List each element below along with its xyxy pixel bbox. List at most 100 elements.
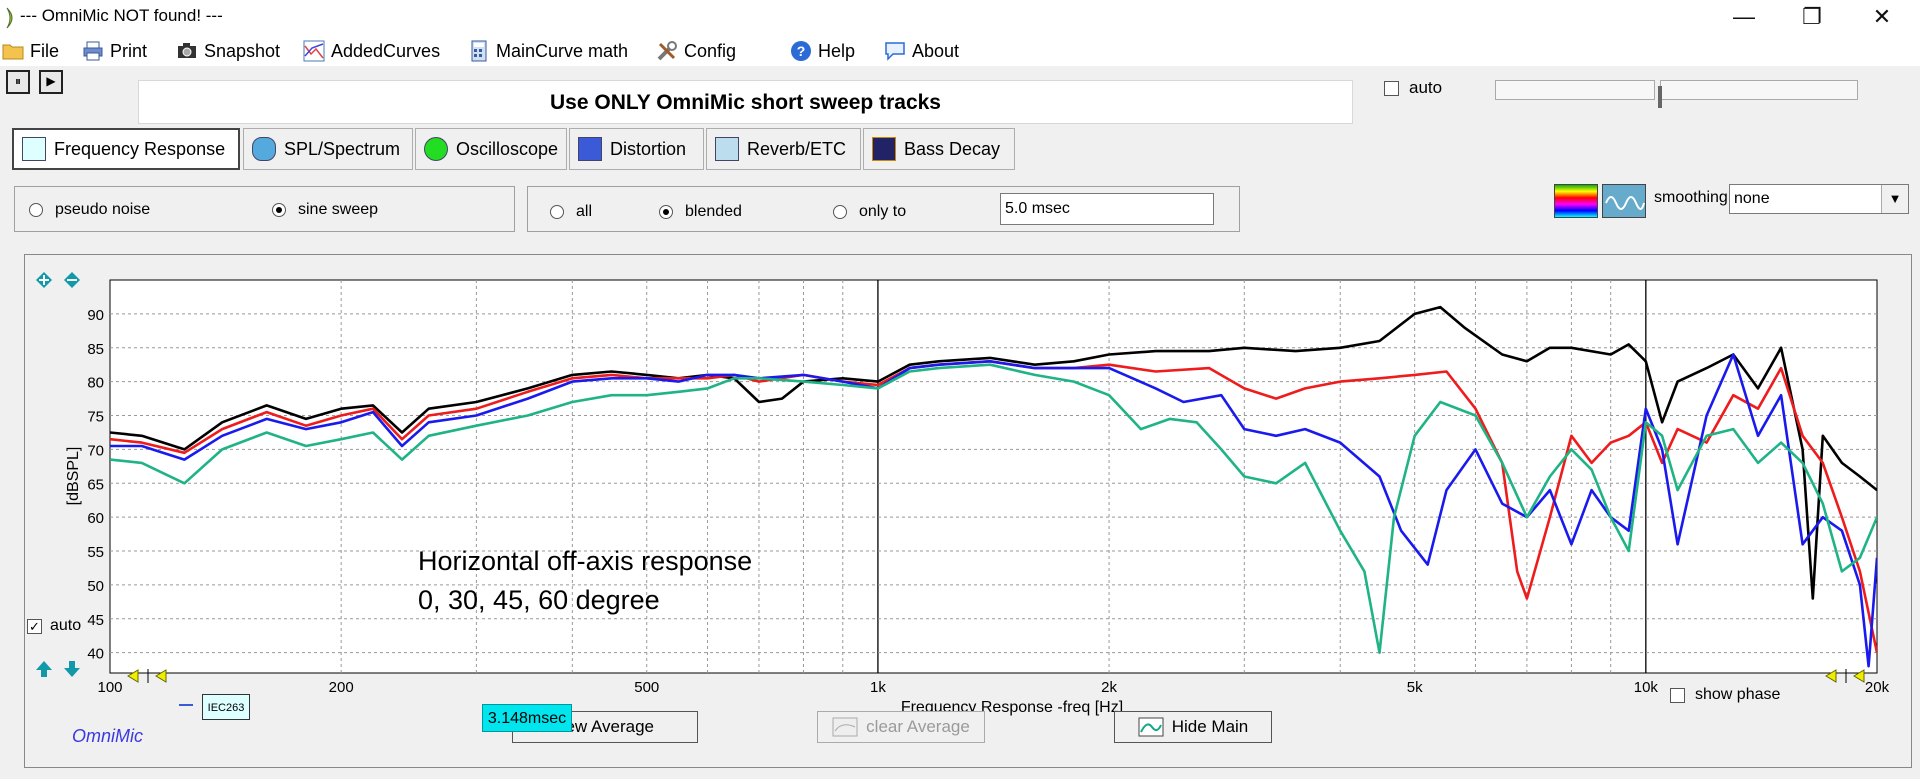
radio-dot[interactable] bbox=[272, 203, 286, 217]
y-zoom-out-icon[interactable] bbox=[64, 272, 80, 288]
smoothing-select[interactable]: none ▼ bbox=[1729, 184, 1909, 214]
calculator-icon bbox=[471, 40, 487, 62]
pseudo-noise-radio[interactable]: pseudo noise bbox=[29, 201, 150, 219]
radio-dot[interactable] bbox=[833, 205, 847, 219]
tab-spl-spectrum[interactable]: SPL/Spectrum bbox=[243, 128, 413, 170]
radio-dot[interactable] bbox=[659, 205, 673, 219]
menu-config-label: Config bbox=[684, 40, 737, 61]
chevron-down-icon[interactable]: ▼ bbox=[1881, 185, 1908, 213]
sine-sweep-radio[interactable]: sine sweep bbox=[272, 201, 378, 219]
tab-bass-decay[interactable]: Bass Decay bbox=[863, 128, 1015, 170]
signal-type-group: pseudo noise sine sweep bbox=[14, 186, 515, 232]
window-title: --- OmniMic NOT found! --- bbox=[20, 6, 223, 25]
play-button[interactable]: ▶ bbox=[39, 70, 63, 94]
annotation-line-2: 0, 30, 45, 60 degree bbox=[418, 585, 660, 615]
iec-weighting-badge[interactable]: IEC263 bbox=[202, 694, 250, 720]
menu-help[interactable]: ? Help bbox=[790, 38, 855, 64]
clear-average-button[interactable]: clear Average bbox=[817, 711, 985, 743]
menu-config[interactable]: Config bbox=[656, 38, 736, 64]
grid bbox=[110, 280, 1877, 673]
brand-label: OmniMic bbox=[72, 726, 143, 746]
menu-added-curves-label: AddedCurves bbox=[331, 40, 441, 61]
speech-bubble-icon bbox=[885, 42, 905, 61]
gate-only-to-radio[interactable]: only to bbox=[833, 203, 906, 221]
scroll-down-icon[interactable] bbox=[64, 661, 80, 677]
response-curve-2 bbox=[110, 353, 1877, 668]
y-axis-label: [dBSPL] bbox=[65, 447, 82, 506]
tab-label: Oscilloscope bbox=[455, 138, 558, 159]
scroll-up-icon[interactable] bbox=[36, 661, 52, 677]
radio-dot[interactable] bbox=[550, 205, 564, 219]
distortion-icon bbox=[578, 137, 602, 161]
tab-label: Reverb/ETC bbox=[747, 138, 847, 159]
color-map-button[interactable] bbox=[1554, 184, 1598, 218]
tab-distortion[interactable]: Distortion bbox=[569, 128, 704, 170]
waterfall-button[interactable] bbox=[1602, 184, 1646, 218]
frequency-response-icon bbox=[22, 137, 46, 161]
y-tick-label: 70 bbox=[87, 442, 104, 459]
radio-label: blended bbox=[685, 203, 742, 220]
menu-added-curves[interactable]: AddedCurves bbox=[303, 38, 440, 64]
y-tick-label: 50 bbox=[87, 578, 104, 595]
show-phase-checkbox[interactable]: show phase bbox=[1670, 686, 1780, 704]
level-track-left[interactable] bbox=[1495, 80, 1655, 100]
pause-button[interactable]: ⏸ bbox=[6, 70, 30, 94]
auto-scale-check[interactable]: ✓ bbox=[27, 618, 42, 634]
tab-label: Frequency Response bbox=[54, 138, 226, 159]
clear-average-label: clear Average bbox=[866, 717, 970, 736]
hide-main-button[interactable]: Hide Main bbox=[1114, 711, 1272, 743]
help-icon: ? bbox=[791, 41, 811, 61]
restore-button[interactable]: ❐ bbox=[1802, 4, 1822, 29]
x-tick-label: 100 bbox=[97, 679, 122, 696]
slider-thumb[interactable] bbox=[1658, 86, 1662, 108]
gate-time-input[interactable]: 5.0 msec bbox=[1000, 193, 1214, 225]
menu-about[interactable]: About bbox=[884, 38, 959, 64]
close-button[interactable]: ✕ bbox=[1872, 4, 1892, 29]
y-tick-label: 75 bbox=[87, 409, 104, 426]
minimize-button[interactable]: — bbox=[1733, 4, 1755, 29]
menu-file[interactable]: File bbox=[2, 38, 59, 64]
response-curve-3 bbox=[110, 363, 1877, 654]
radio-label: all bbox=[576, 203, 593, 220]
menu-main-curve-math[interactable]: MainCurve math bbox=[468, 38, 628, 64]
gate-all-radio[interactable]: all bbox=[550, 203, 592, 221]
curves bbox=[110, 305, 1877, 668]
x-tick-label: 1k bbox=[870, 679, 886, 696]
radio-dot[interactable] bbox=[29, 203, 43, 217]
app-logo-icon bbox=[6, 7, 13, 29]
menu-about-label: About bbox=[912, 40, 960, 61]
tab-oscilloscope[interactable]: Oscilloscope bbox=[415, 128, 567, 170]
menu-help-label: Help bbox=[818, 40, 856, 61]
top-auto-check[interactable] bbox=[1384, 80, 1399, 96]
show-phase-label: show phase bbox=[1695, 686, 1781, 703]
tab-frequency-response[interactable]: Frequency Response bbox=[12, 128, 240, 170]
x-scroll-right-icon[interactable] bbox=[1825, 669, 1865, 683]
tick-labels: 40 45 50 55 60 65 70 75 80 85 90 100 200 500 1k 2k 5k 10k… bbox=[87, 307, 1889, 696]
x-scroll-left-icon[interactable] bbox=[127, 669, 167, 683]
y-tick-label: 40 bbox=[87, 646, 104, 663]
svg-text:?: ? bbox=[797, 43, 806, 59]
show-phase-check[interactable] bbox=[1670, 687, 1685, 703]
menu-file-label: File bbox=[30, 40, 60, 61]
menu-print[interactable]: Print bbox=[82, 38, 147, 64]
auto-scale-checkbox[interactable]: ✓ auto bbox=[27, 617, 81, 635]
legend-line-icon bbox=[179, 704, 193, 706]
top-auto-checkbox[interactable]: auto bbox=[1384, 78, 1442, 98]
y-tick-label: 90 bbox=[87, 307, 104, 324]
gating-group: all blended only to 5.0 msec bbox=[527, 186, 1240, 232]
new-average-label: new Average bbox=[556, 717, 654, 736]
average-icon bbox=[832, 717, 858, 737]
radio-label: sine sweep bbox=[298, 201, 379, 218]
x-tick-label: 2k bbox=[1101, 679, 1117, 696]
y-zoom-in-icon[interactable] bbox=[36, 272, 52, 288]
menu-snapshot-label: Snapshot bbox=[204, 40, 281, 61]
tab-reverb-etc[interactable]: Reverb/ETC bbox=[706, 128, 861, 170]
gate-blended-radio[interactable]: blended bbox=[659, 203, 742, 221]
y-tick-label: 45 bbox=[87, 612, 104, 629]
y-tick-label: 65 bbox=[87, 476, 104, 493]
waveform-icon bbox=[1605, 196, 1645, 210]
camera-icon bbox=[178, 43, 196, 58]
menu-snapshot[interactable]: Snapshot bbox=[176, 38, 280, 64]
menu-bar: File Print Snapshot AddedCurves MainCurv… bbox=[0, 36, 1920, 66]
